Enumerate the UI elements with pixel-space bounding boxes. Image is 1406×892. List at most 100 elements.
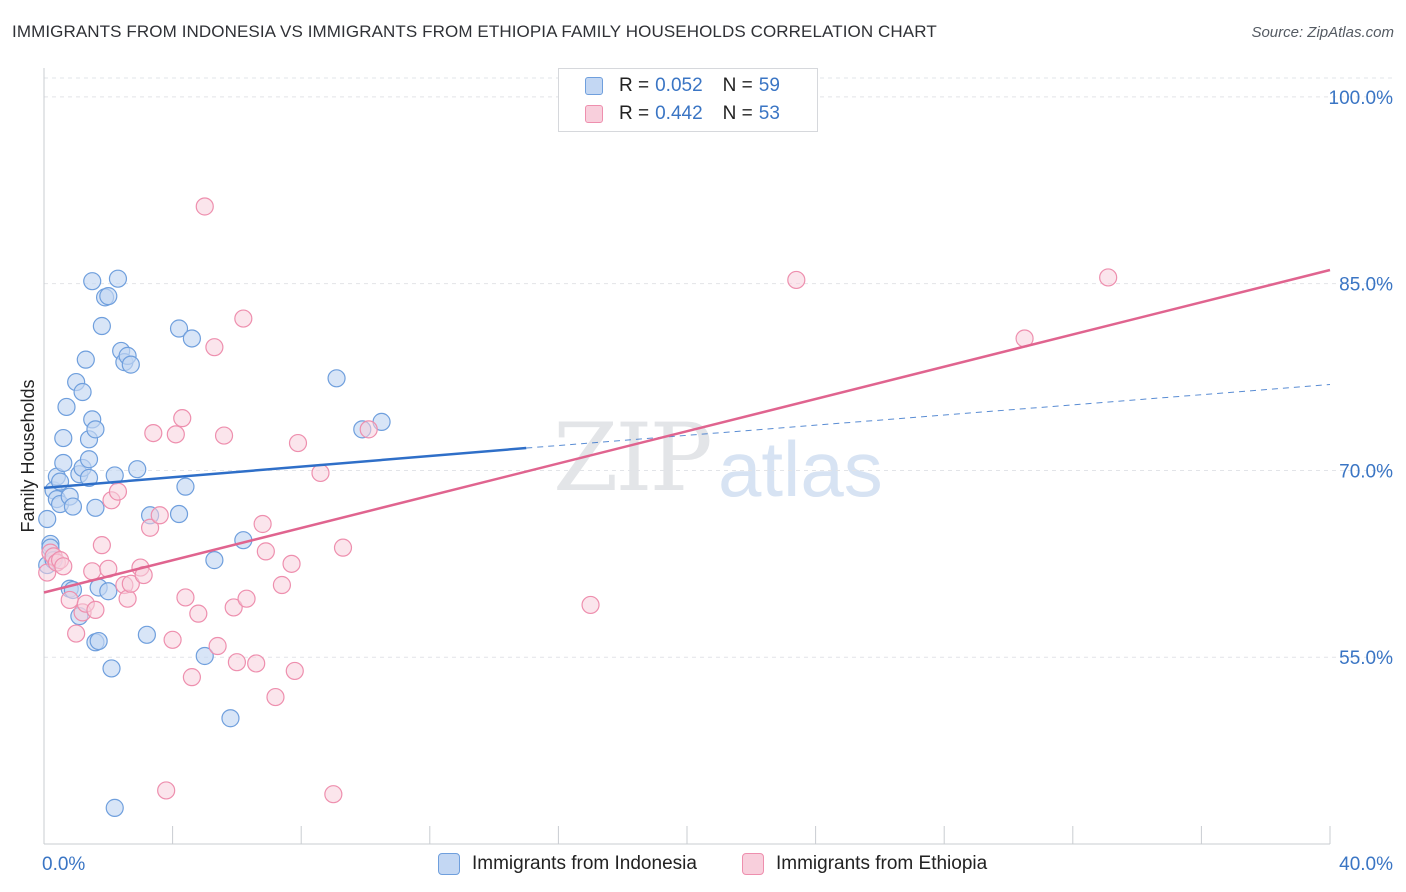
y-axis-label: Family Households xyxy=(18,379,38,532)
ethiopia-point xyxy=(54,557,73,576)
ethiopia-point xyxy=(67,624,86,643)
ethiopia-points xyxy=(38,197,1118,804)
indonesia-point xyxy=(54,428,73,448)
ethiopia-point xyxy=(150,506,169,525)
ethiopia-point xyxy=(86,600,105,620)
ethiopia-swatch xyxy=(585,105,603,123)
grid-lines xyxy=(44,77,1394,658)
y-tick-label: 55.0% xyxy=(1339,648,1393,669)
ethiopia-point xyxy=(182,668,201,687)
indonesia-point xyxy=(89,631,108,651)
y-tick-label: 70.0% xyxy=(1339,461,1393,482)
indonesia-point xyxy=(195,646,214,666)
tick-labels: 55.0% 70.0% 85.0% 100.0% 0.0% 40.0% xyxy=(42,88,1393,875)
indonesia-point xyxy=(73,382,92,402)
indonesia-point xyxy=(137,625,156,644)
ethiopia-point xyxy=(92,536,111,555)
indonesia-trend-extension xyxy=(526,384,1331,449)
indonesia-point xyxy=(169,504,189,524)
indonesia-point xyxy=(327,369,346,388)
legend-n-value: 53 xyxy=(758,103,780,124)
indonesia-point xyxy=(83,272,102,291)
ethiopia-point xyxy=(266,687,285,707)
ethiopia-point xyxy=(227,653,246,672)
legend-row-indonesia: R = 0.052 N = 59 xyxy=(585,74,780,98)
ethiopia-point xyxy=(256,542,275,561)
legend-row-ethiopia: R = 0.442 N = 53 xyxy=(585,102,780,126)
ethiopia-point xyxy=(176,588,195,607)
indonesia-point xyxy=(102,659,121,678)
source-label: Source: ZipAtlas.com xyxy=(1251,24,1394,41)
ethiopia-point xyxy=(173,409,192,428)
indonesia-point xyxy=(79,450,99,469)
ethiopia-point xyxy=(333,538,353,557)
ethiopia-point xyxy=(247,654,266,673)
ethiopia-point xyxy=(157,781,176,800)
legend-n-label: N = xyxy=(722,75,753,96)
legend-r-value: 0.442 xyxy=(655,103,703,124)
ethiopia-point xyxy=(214,426,234,445)
ethiopia-point xyxy=(581,595,600,615)
indonesia-point xyxy=(63,497,83,516)
ethiopia-point xyxy=(253,514,272,534)
indonesia-point xyxy=(76,350,95,369)
indonesia-point xyxy=(79,468,99,488)
indonesia-point xyxy=(38,509,57,529)
ethiopia-legend-swatch xyxy=(742,853,764,875)
indonesia-point xyxy=(221,709,240,728)
indonesia-legend-swatch xyxy=(438,853,460,875)
ethiopia-point xyxy=(208,636,227,656)
ethiopia-point xyxy=(189,604,208,623)
indonesia-trend-line xyxy=(43,446,527,490)
ethiopia-point xyxy=(288,433,308,453)
indonesia-point xyxy=(176,477,195,496)
trend-lines xyxy=(43,268,1331,594)
ethiopia-trend-line xyxy=(43,268,1331,594)
legend-r-label: R = xyxy=(619,75,650,96)
legend-r-value: 0.052 xyxy=(655,75,703,96)
axes xyxy=(43,68,1331,845)
indonesia-point xyxy=(128,460,147,479)
ethiopia-point xyxy=(60,590,79,610)
indonesia-point xyxy=(99,582,118,601)
ethiopia-point xyxy=(282,554,301,573)
indonesia-point xyxy=(108,269,128,288)
ethiopia-point xyxy=(140,518,160,537)
ethiopia-point xyxy=(359,420,378,439)
y-tick-label: 100.0% xyxy=(1329,88,1394,109)
ethiopia-point xyxy=(118,589,137,608)
indonesia-point xyxy=(86,498,105,517)
correlation-legend: R = 0.052 N = 59 R = 0.442 N = 53 xyxy=(558,68,818,132)
ethiopia-point xyxy=(205,338,224,357)
x-tick-label: 0.0% xyxy=(42,854,85,875)
indonesia-point xyxy=(86,420,105,439)
indonesia-swatch xyxy=(585,77,603,95)
bottom-legend-ethiopia: Immigrants from Ethiopia xyxy=(742,851,987,877)
ethiopia-point xyxy=(1099,268,1118,287)
indonesia-point xyxy=(205,551,224,570)
y-tick-label: 85.0% xyxy=(1339,275,1393,296)
ethiopia-point xyxy=(195,197,214,216)
indonesia-point xyxy=(99,287,118,306)
ethiopia-point xyxy=(163,630,182,649)
ethiopia-point xyxy=(285,661,304,681)
ethiopia-point xyxy=(166,425,185,444)
indonesia-point xyxy=(92,316,111,336)
ethiopia-point xyxy=(311,463,330,483)
ethiopia-point xyxy=(108,482,128,501)
ethiopia-point xyxy=(324,785,343,804)
legend-n-label: N = xyxy=(722,103,753,124)
indonesia-point xyxy=(182,329,201,348)
ethiopia-point xyxy=(144,423,163,443)
indonesia-point xyxy=(57,397,76,417)
ethiopia-point xyxy=(787,270,806,290)
ethiopia-point xyxy=(272,575,292,595)
indonesia-legend-label: Immigrants from Indonesia xyxy=(472,853,697,874)
indonesia-point xyxy=(105,798,124,817)
legend-r-label: R = xyxy=(619,103,650,124)
indonesia-point xyxy=(121,355,140,374)
ethiopia-point xyxy=(224,598,243,617)
ethiopia-point xyxy=(83,562,102,581)
ethiopia-point xyxy=(121,574,140,593)
